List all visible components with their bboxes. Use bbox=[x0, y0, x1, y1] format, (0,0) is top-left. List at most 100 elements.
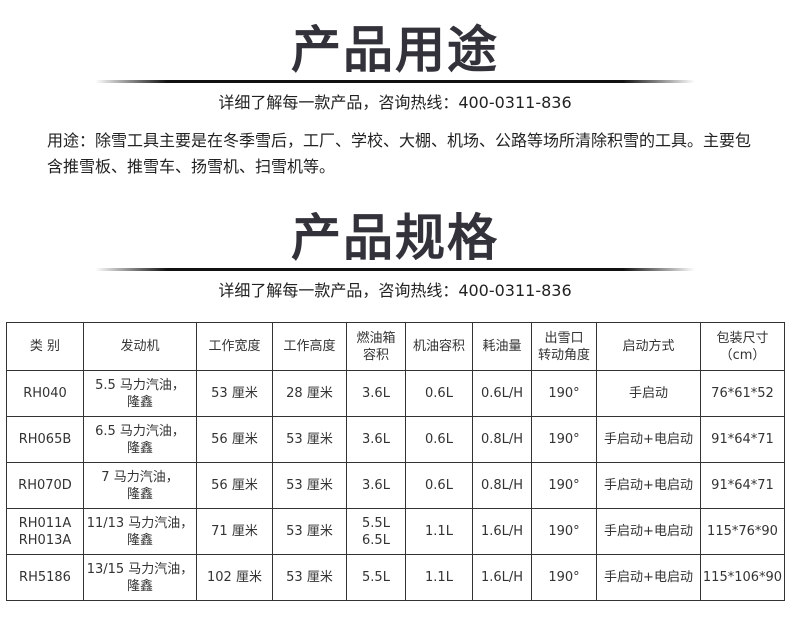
cell-text: 类 别 bbox=[29, 339, 61, 354]
column-header: 耗油量 bbox=[472, 322, 532, 371]
cell-text: 190° bbox=[548, 524, 580, 539]
column-header: 燃油箱 容积 bbox=[346, 322, 406, 371]
cell-text: 56 厘米 bbox=[211, 478, 258, 493]
table-cell: 28 厘米 bbox=[272, 370, 347, 417]
cell-text: 容积 bbox=[362, 347, 389, 363]
cell-text: 启动方式 bbox=[622, 339, 675, 354]
table-cell: 0.8L/H bbox=[472, 462, 532, 509]
table-row: RH070D 7 马力汽油， 隆鑫 56 厘米 53 厘米 3.6L 0.6L 0.8L/H 1… bbox=[6, 462, 785, 509]
cell-text: 隆鑫 bbox=[126, 486, 153, 502]
cell-text: 出雪口 bbox=[544, 330, 584, 346]
table-cell: 13/15 马力汽油， 隆鑫 bbox=[83, 554, 197, 601]
cell-text: 71 厘米 bbox=[211, 524, 258, 539]
table-cell: RH011A RH013A bbox=[6, 508, 84, 555]
table-cell: 115*76*90 bbox=[700, 508, 785, 555]
table-cell: 7 马力汽油， 隆鑫 bbox=[83, 462, 197, 509]
table-cell: 53 厘米 bbox=[272, 508, 347, 555]
table-cell: 1.1L bbox=[405, 508, 473, 555]
table-cell: 5.5L bbox=[346, 554, 406, 601]
cell-text: 0.8L/H bbox=[480, 432, 524, 447]
table-cell: 53 厘米 bbox=[272, 462, 347, 509]
cell-text: 0.8L/H bbox=[480, 478, 524, 493]
cell-text: 0.6L bbox=[425, 386, 453, 401]
cell-text: 53 厘米 bbox=[286, 570, 333, 585]
table-cell: 71 厘米 bbox=[196, 508, 273, 555]
table-cell: 3.6L bbox=[346, 462, 406, 509]
table-cell: 3.6L bbox=[346, 370, 406, 417]
table-cell: 手启动+电启动 bbox=[596, 508, 701, 555]
table-cell: 76*61*52 bbox=[700, 370, 785, 417]
cell-text: RH011A bbox=[18, 515, 72, 531]
table-cell: 190° bbox=[531, 462, 597, 509]
table-cell: 手启动 bbox=[596, 370, 701, 417]
cell-text: 190° bbox=[548, 570, 580, 585]
cell-text: RH040 bbox=[23, 386, 67, 401]
cell-text: 发动机 bbox=[120, 339, 160, 354]
column-header: 出雪口 转动角度 bbox=[531, 322, 597, 371]
column-header: 机油容积 bbox=[405, 322, 473, 371]
table-cell: 手启动+电启动 bbox=[596, 462, 701, 509]
cell-text: 1.1L bbox=[425, 570, 453, 585]
hotline-text: 详细了解每一款产品，咨询热线：400-0311-836 bbox=[218, 93, 572, 112]
table-row: RH065B 6.5 马力汽油， 隆鑫 56 厘米 53 厘米 3.6L 0.6L 0.8L/… bbox=[6, 416, 785, 463]
table-header-row: 类 别发动机 工作宽度 工作高度 燃油箱 容积 机油容积 耗油量 出雪口 转动角度 启动方式 包装尺… bbox=[6, 322, 785, 371]
table-cell: 190° bbox=[531, 554, 597, 601]
section-title-usage: 产品用途 bbox=[291, 21, 499, 79]
table-cell: 5.5L 6.5L bbox=[346, 508, 406, 555]
table-cell: 手启动+电启动 bbox=[596, 554, 701, 601]
column-header: 包装尺寸 （cm） bbox=[700, 322, 785, 371]
cell-text: 76*61*52 bbox=[711, 386, 774, 401]
table-cell: 1.6L/H bbox=[472, 554, 532, 601]
cell-text: 91*64*71 bbox=[711, 432, 774, 447]
column-header: 工作高度 bbox=[272, 322, 347, 371]
column-header: 启动方式 bbox=[596, 322, 701, 371]
table-cell: 190° bbox=[531, 416, 597, 463]
table-cell: RH065B bbox=[6, 416, 84, 463]
cell-text: 190° bbox=[548, 478, 580, 493]
section-title-specs: 产品规格 bbox=[291, 209, 499, 267]
cell-text: 0.6L bbox=[425, 478, 453, 493]
table-cell: 56 厘米 bbox=[196, 416, 273, 463]
column-header: 工作宽度 bbox=[196, 322, 273, 371]
table-cell: 56 厘米 bbox=[196, 462, 273, 509]
table-cell: 190° bbox=[531, 508, 597, 555]
cell-text: 115*106*90 bbox=[702, 570, 783, 585]
cell-text: RH5186 bbox=[19, 570, 71, 585]
cell-text: 手启动+电启动 bbox=[604, 570, 693, 585]
divider bbox=[95, 268, 695, 271]
table-row: RH040 5.5 马力汽油， 隆鑫 53 厘米 28 厘米 3.6L 0.6L 0.6L/H… bbox=[6, 370, 785, 417]
spec-table: 类 别发动机 工作宽度 工作高度 燃油箱 容积 机油容积 耗油量 出雪口 转动角度 启动方式 包装尺… bbox=[6, 322, 785, 601]
cell-text: 0.6L/H bbox=[480, 386, 524, 401]
table-cell: 0.6L bbox=[405, 370, 473, 417]
cell-text: 燃油箱 bbox=[356, 330, 396, 346]
table-cell: RH040 bbox=[6, 370, 84, 417]
table-cell: 手启动+电启动 bbox=[596, 416, 701, 463]
cell-text: 115*76*90 bbox=[707, 524, 778, 539]
table-row: RH5186 13/15 马力汽油， 隆鑫 102 厘米 53 厘米 5.5L 1.1L 1.… bbox=[6, 554, 785, 601]
cell-text: 工作高度 bbox=[283, 339, 336, 354]
table-cell: 11/13 马力汽油， 隆鑫 bbox=[83, 508, 197, 555]
cell-text: 53 厘米 bbox=[286, 432, 333, 447]
table-cell: 115*106*90 bbox=[700, 554, 785, 601]
cell-text: 11/13 马力汽油， bbox=[86, 515, 194, 531]
cell-text: （cm） bbox=[719, 347, 766, 363]
cell-text: 5.5 马力汽油， bbox=[95, 377, 185, 393]
table-cell: 190° bbox=[531, 370, 597, 417]
cell-text: 3.6L bbox=[362, 478, 390, 493]
table-cell: 0.6L bbox=[405, 416, 473, 463]
cell-text: 5.5L bbox=[362, 515, 390, 531]
table-cell: 0.6L bbox=[405, 462, 473, 509]
table-cell: 91*64*71 bbox=[700, 416, 785, 463]
table-cell: 102 厘米 bbox=[196, 554, 273, 601]
cell-text: 1.1L bbox=[425, 524, 453, 539]
cell-text: 91*64*71 bbox=[711, 478, 774, 493]
cell-text: 隆鑫 bbox=[126, 532, 153, 548]
column-header: 类 别 bbox=[6, 322, 84, 371]
cell-text: 53 厘米 bbox=[286, 478, 333, 493]
cell-text: 5.5L bbox=[362, 570, 390, 585]
usage-paragraph: 用途：除雪工具主要是在冬季雪后，工厂、学校、大棚、机场、公路等场所清除积雪的工具… bbox=[47, 131, 752, 176]
cell-text: 机油容积 bbox=[412, 339, 465, 354]
table-cell: 53 厘米 bbox=[272, 554, 347, 601]
table-cell: RH070D bbox=[6, 462, 84, 509]
